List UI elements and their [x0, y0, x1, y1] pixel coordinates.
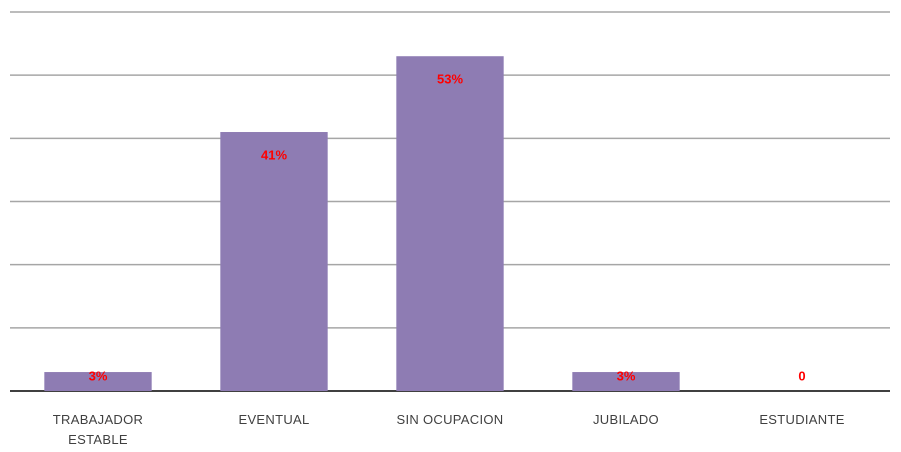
- bar: [220, 132, 328, 391]
- bar: [396, 56, 504, 391]
- x-tick-label: SIN OCUPACION: [396, 412, 504, 427]
- x-tick-label: EVENTUAL: [238, 412, 310, 427]
- x-tick-label: ESTUDIANTE: [759, 412, 845, 427]
- data-label: 0: [798, 368, 805, 383]
- x-tick-label: JUBILADO: [593, 412, 659, 427]
- data-label: 53%: [437, 72, 463, 87]
- data-label: 3%: [617, 368, 636, 383]
- bar: [572, 372, 680, 391]
- data-label: 41%: [261, 147, 287, 162]
- data-label: 3%: [89, 368, 108, 383]
- bar: [44, 372, 152, 391]
- x-tick-label: TRABAJADOR ESTABLE: [52, 412, 144, 447]
